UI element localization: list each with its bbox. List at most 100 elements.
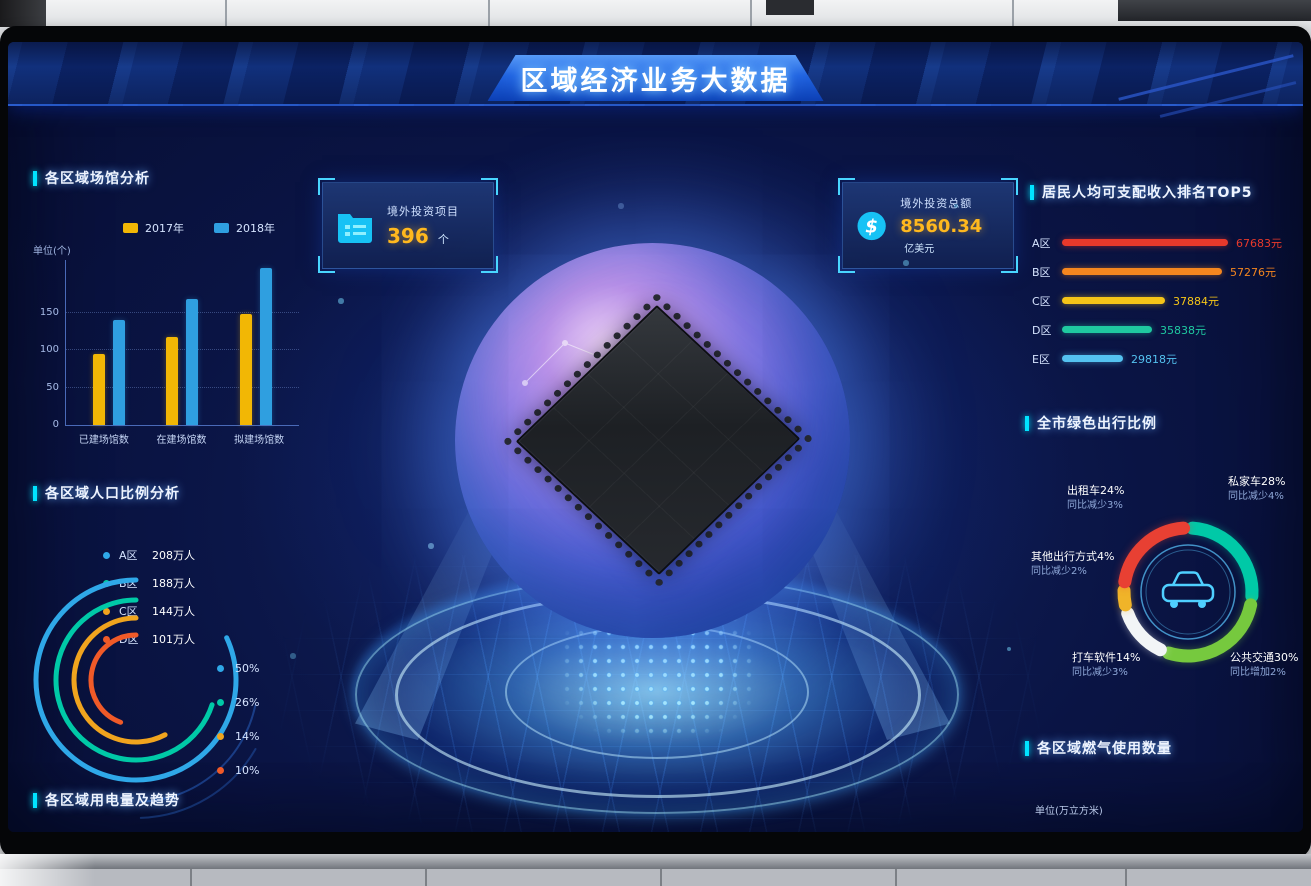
- legend-item: 10%: [217, 753, 259, 787]
- legend-pct: 50%: [235, 661, 260, 675]
- header-tick: [1030, 184, 1034, 200]
- legend-swatch: [123, 223, 138, 233]
- shelf-ledge: [0, 854, 1311, 869]
- bar-group: [240, 267, 273, 425]
- legend-pct: 26%: [235, 695, 260, 709]
- panel-gas-usage: 各区域燃气使用数量 单位(万立方米): [1025, 738, 1303, 817]
- arc-rings-chart: [33, 577, 257, 819]
- row-dot: [103, 635, 110, 643]
- row-label: A区: [119, 549, 138, 562]
- legend-swatch: [214, 223, 229, 233]
- row-label: C区: [119, 605, 138, 618]
- income-bar: [1062, 297, 1165, 304]
- income-bar: [1062, 239, 1228, 246]
- income-bar: [1062, 326, 1152, 333]
- wall-object: [1118, 0, 1311, 21]
- bar-groups: [66, 260, 299, 425]
- y-axis-tick: 100: [39, 344, 59, 355]
- legend-pct: 10%: [235, 763, 260, 777]
- stat-value: 396: [387, 224, 429, 248]
- x-axis-label: 拟建场馆数: [234, 435, 285, 446]
- income-row: D区 35838元: [1032, 315, 1303, 344]
- row-dot: [103, 551, 110, 559]
- gridline: [66, 386, 299, 388]
- income-row: A区 67683元: [1032, 228, 1303, 257]
- panel-title: 全市绿色出行比例: [1037, 416, 1157, 432]
- donut-label: 其他出行方式4% 同比减少2%: [1031, 550, 1115, 577]
- income-value: 67683元: [1236, 236, 1282, 250]
- legend-dot: [217, 664, 224, 672]
- row-dot: [103, 607, 110, 615]
- tile-seam: [1012, 0, 1014, 30]
- svg-text:$: $: [865, 216, 878, 237]
- legend-label: 2017年: [145, 222, 184, 235]
- header-tick: [33, 170, 37, 186]
- page-title-text: 区域经济业务大数据: [520, 65, 791, 97]
- header-tick: [1025, 740, 1029, 756]
- row-label: E区: [1032, 352, 1050, 366]
- wall-highlight: [0, 854, 95, 886]
- income-row: C区 37884元: [1032, 286, 1303, 315]
- population-row: C区 144万人: [103, 597, 195, 625]
- income-bar: [1062, 268, 1222, 275]
- donut-label: 私家车28% 同比减少4%: [1228, 475, 1286, 502]
- dashboard-screen: 区域经济业务大数据: [8, 42, 1303, 832]
- income-row: E区 29818元: [1032, 344, 1303, 373]
- tile-seam: [225, 0, 227, 30]
- bar-group: [166, 299, 199, 425]
- row-value: 101万人: [152, 633, 195, 646]
- panel-title: 各区域场馆分析: [45, 171, 150, 187]
- y-axis-tick: 50: [46, 381, 59, 393]
- legend-pct: 14%: [235, 729, 260, 743]
- panel-title: 各区域人口比例分析: [45, 486, 180, 502]
- header-tick: [33, 485, 37, 501]
- stat-value: 8560.34: [900, 216, 983, 237]
- monitor-bezel: 区域经济业务大数据: [0, 26, 1311, 858]
- legend-dot: [217, 766, 224, 774]
- stat-unit: 亿美元: [904, 244, 935, 255]
- bar-chart-plot: 0 50 100 150: [40, 260, 299, 430]
- legend-dot: [217, 732, 224, 740]
- panel-title: 各区域用电量及趋势: [45, 793, 180, 809]
- gridline: [66, 349, 299, 350]
- stat-label: 境外投资项目: [387, 205, 459, 218]
- bar-2018年: [186, 299, 199, 425]
- header-tick: [1025, 415, 1029, 431]
- row-value: 188万人: [152, 577, 195, 590]
- bar-2017年: [92, 353, 105, 425]
- bar-group: [92, 320, 125, 425]
- legend-item: 50%: [217, 651, 259, 685]
- row-label: A区: [1032, 236, 1051, 250]
- row-value: 144万人: [152, 605, 195, 618]
- income-value: 29818元: [1131, 352, 1177, 366]
- panel-title: 各区域燃气使用数量: [1037, 741, 1172, 757]
- income-row: B区 57276元: [1032, 257, 1303, 286]
- bar-2018年: [112, 320, 125, 425]
- row-label: D区: [1032, 323, 1052, 337]
- y-axis-tick: 150: [39, 306, 59, 318]
- panel-venue-analysis: 各区域场馆分析 2017年 2018年 单位(个) 0 50 100 150 已建场馆…: [33, 168, 313, 478]
- panel-income-top5: 居民人均可支配收入排名TOP5 A区 67683元 B区 57276元 C区 37884元…: [1030, 182, 1303, 402]
- wall-object: [766, 0, 814, 15]
- income-value: 35838元: [1160, 323, 1206, 337]
- legend-label: 2018年: [236, 222, 275, 235]
- y-axis-tick: 0: [52, 419, 59, 430]
- bar-2017年: [166, 336, 179, 425]
- x-axis-label: 已建场馆数: [78, 435, 129, 446]
- venue-legend: 2017年 2018年: [123, 220, 275, 236]
- donut-chart: [1117, 521, 1259, 663]
- donut-label: 打车软件14% 同比减少3%: [1072, 651, 1141, 678]
- bar-2018年: [260, 267, 273, 425]
- population-row: A区 208万人: [103, 541, 195, 569]
- wall-object: [0, 0, 46, 27]
- donut-label: 公共交通30% 同比增加2%: [1230, 651, 1299, 678]
- population-legend: 50% 26% 14% 10%: [217, 651, 259, 787]
- bar-2017年: [240, 314, 253, 425]
- gridline: [66, 311, 299, 313]
- stat-unit: 个: [437, 233, 449, 246]
- income-bar: [1062, 355, 1123, 362]
- row-value: 208万人: [152, 549, 195, 562]
- panel-green-travel: 全市绿色出行比例 私家车28% 同比减少4% 公共交通30% 同比增加2% 打车软件…: [1025, 413, 1303, 733]
- tile-seam: [488, 0, 490, 30]
